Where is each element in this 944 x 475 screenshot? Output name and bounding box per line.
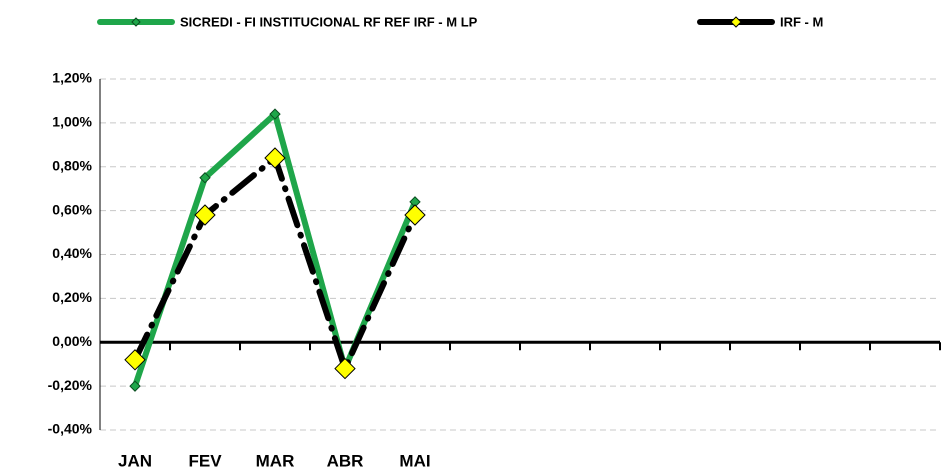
x-tick-label: MAI	[399, 451, 430, 470]
y-tick-label: 1,00%	[52, 114, 92, 130]
y-tick-label: -0,20%	[48, 377, 93, 393]
marker	[129, 380, 141, 392]
legend-label: IRF - M	[780, 14, 823, 29]
y-tick-label: 0,40%	[52, 245, 92, 261]
x-tick-label: ABR	[327, 451, 364, 470]
y-tick-label: -0,40%	[48, 421, 93, 437]
x-tick-label: JAN	[118, 451, 152, 470]
y-tick-label: 0,60%	[52, 201, 92, 217]
y-tick-label: 1,20%	[52, 70, 92, 86]
y-tick-label: 0,20%	[52, 289, 92, 305]
marker	[334, 357, 356, 380]
marker	[194, 204, 216, 226]
y-tick-label: 0,00%	[52, 333, 92, 349]
x-tick-label: MAR	[256, 451, 295, 470]
y-tick-label: 0,80%	[52, 157, 92, 173]
x-tick-label: FEV	[188, 451, 222, 470]
legend-marker	[131, 17, 141, 27]
legend-marker	[730, 16, 742, 28]
legend-label: SICREDI - FI INSTITUCIONAL RF REF IRF - …	[180, 14, 478, 29]
marker	[124, 349, 146, 371]
marker	[404, 204, 426, 226]
marker	[264, 147, 286, 169]
marker	[269, 108, 281, 120]
marker	[199, 172, 211, 184]
